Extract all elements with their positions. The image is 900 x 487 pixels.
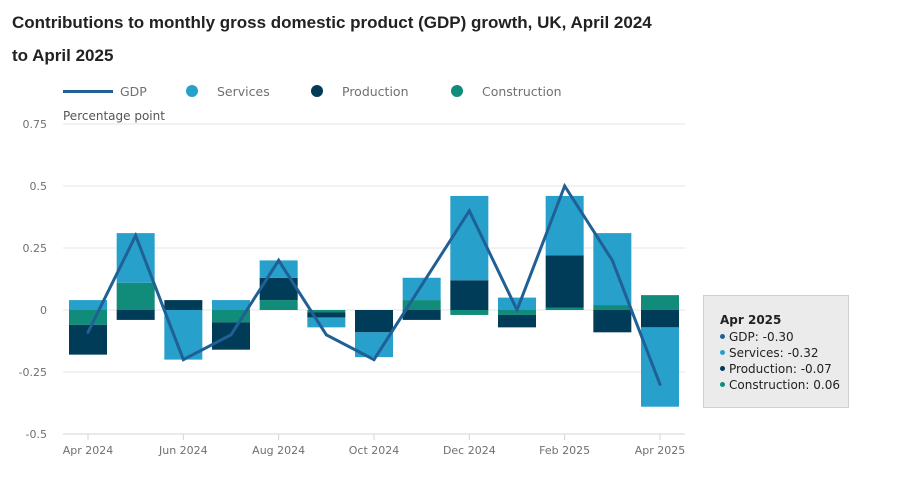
tooltip-value: Construction: 0.06 [729, 378, 840, 392]
bar-construction-sep-2024[interactable] [307, 310, 346, 313]
bar-construction-apr-2025[interactable] [641, 295, 679, 310]
legend-label: Services [217, 83, 270, 99]
y-axis: 0.75 0.5 0.25 0 -0.25 -0.5 [19, 118, 47, 441]
bar-production-oct-2024[interactable] [355, 310, 393, 333]
gdp-point-oct-2024[interactable] [372, 358, 376, 362]
gdp-point-jan-2025[interactable] [515, 308, 519, 312]
gdp-point-aug-2024[interactable] [277, 258, 281, 262]
bar-production-sep-2024[interactable] [307, 312, 346, 318]
tooltip-value: Services: -0.32 [729, 346, 819, 360]
gdp-point-nov-2024[interactable] [420, 283, 424, 287]
gridlines [63, 123, 685, 435]
bar-construction-may-2024[interactable] [116, 282, 155, 310]
production-dot-icon [311, 85, 323, 97]
x-tick-label: Dec 2024 [443, 444, 496, 457]
x-axis: Apr 2024 Jun 2024 Aug 2024 Oct 2024 Dec 2024… [63, 434, 686, 457]
legend-item-gdp[interactable]: GDP [63, 80, 147, 102]
legend-label: Production [342, 83, 409, 99]
legend-label: GDP [120, 83, 147, 99]
gdp-point-may-2024[interactable] [134, 234, 138, 238]
bar-services-jan-2025[interactable] [498, 297, 536, 310]
legend-item-construction[interactable]: Construction [451, 80, 562, 102]
x-tick-label: Feb 2025 [539, 444, 590, 457]
y-tick-label: 0.5 [30, 180, 48, 193]
bar-production-apr-2025[interactable] [641, 310, 679, 328]
bar-production-mar-2025[interactable] [593, 310, 632, 333]
gdp-line-swatch-icon [63, 89, 113, 93]
y-tick-label: -0.25 [19, 366, 47, 379]
services-dot-icon [720, 350, 725, 355]
bar-production-may-2024[interactable] [116, 310, 155, 320]
bar-construction-dec-2024[interactable] [450, 310, 489, 315]
chart-legend: GDP Services Production Construction [0, 80, 700, 102]
tooltip-title: Apr 2025 [720, 313, 782, 327]
x-tick-label: Jun 2024 [158, 444, 208, 457]
construction-dot-icon [451, 85, 463, 97]
tooltip-value: GDP: -0.30 [729, 330, 794, 344]
tooltip-row-construction: Construction: 0.06 [720, 377, 848, 393]
tooltip-row-gdp: GDP: -0.30 [720, 329, 848, 345]
gdp-point-dec-2024[interactable] [467, 209, 471, 213]
bar-production-dec-2024[interactable] [450, 280, 489, 310]
construction-dot-icon [720, 382, 725, 387]
gdp-point-mar-2025[interactable] [610, 258, 614, 262]
bar-construction-aug-2024[interactable] [259, 300, 298, 310]
gdp-point-apr-2024[interactable] [86, 330, 90, 334]
bar-production-jan-2025[interactable] [498, 314, 536, 328]
gdp-point-apr-2025[interactable] [658, 382, 662, 386]
bar-services-sep-2024[interactable] [307, 317, 346, 328]
bar-construction-feb-2025[interactable] [545, 307, 584, 310]
bar-services-jul-2024[interactable] [212, 300, 250, 310]
bar-services-apr-2024[interactable] [69, 300, 107, 310]
x-tick-label: Apr 2025 [635, 444, 686, 457]
bar-production-jun-2024[interactable] [164, 300, 203, 310]
legend-item-production[interactable]: Production [311, 80, 409, 102]
gdp-point-jul-2024[interactable] [229, 333, 233, 337]
bars [69, 195, 679, 407]
x-tick-label: Oct 2024 [349, 444, 400, 457]
chart-title: Contributions to monthly gross domestic … [12, 13, 652, 65]
bar-services-apr-2025[interactable] [641, 327, 679, 407]
y-tick-label: 0.25 [23, 242, 48, 255]
y-tick-label: 0 [40, 304, 47, 317]
bar-production-feb-2025[interactable] [545, 255, 584, 308]
gdp-series [86, 182, 662, 386]
gdp-point-feb-2025[interactable] [563, 184, 567, 188]
tooltip-row-production: Production: -0.07 [720, 361, 848, 377]
y-tick-label: 0.75 [23, 118, 48, 131]
bar-services-nov-2024[interactable] [402, 277, 441, 301]
gdp-point-jun-2024[interactable] [181, 358, 185, 362]
x-tick-label: Apr 2024 [63, 444, 114, 457]
tooltip-row-services: Services: -0.32 [720, 345, 848, 361]
gdp-point-sep-2024[interactable] [324, 333, 328, 337]
legend-label: Construction [482, 83, 562, 99]
gdp-dot-icon [720, 334, 725, 339]
tooltip: Apr 2025 GDP: -0.30 Services: -0.32 Prod… [703, 295, 849, 408]
bar-production-nov-2024[interactable] [402, 310, 441, 320]
production-dot-icon [720, 366, 725, 371]
services-dot-icon [186, 85, 198, 97]
bar-construction-apr-2024[interactable] [69, 310, 107, 325]
legend-item-services[interactable]: Services [186, 80, 270, 102]
x-tick-label: Aug 2024 [252, 444, 305, 457]
bar-production-aug-2024[interactable] [259, 277, 298, 301]
bar-construction-nov-2024[interactable] [402, 300, 441, 310]
bar-construction-mar-2025[interactable] [593, 305, 632, 310]
y-tick-label: -0.5 [26, 428, 47, 441]
tooltip-value: Production: -0.07 [729, 362, 832, 376]
y-axis-label: Percentage point [63, 109, 165, 123]
bar-services-may-2024[interactable] [116, 233, 155, 283]
